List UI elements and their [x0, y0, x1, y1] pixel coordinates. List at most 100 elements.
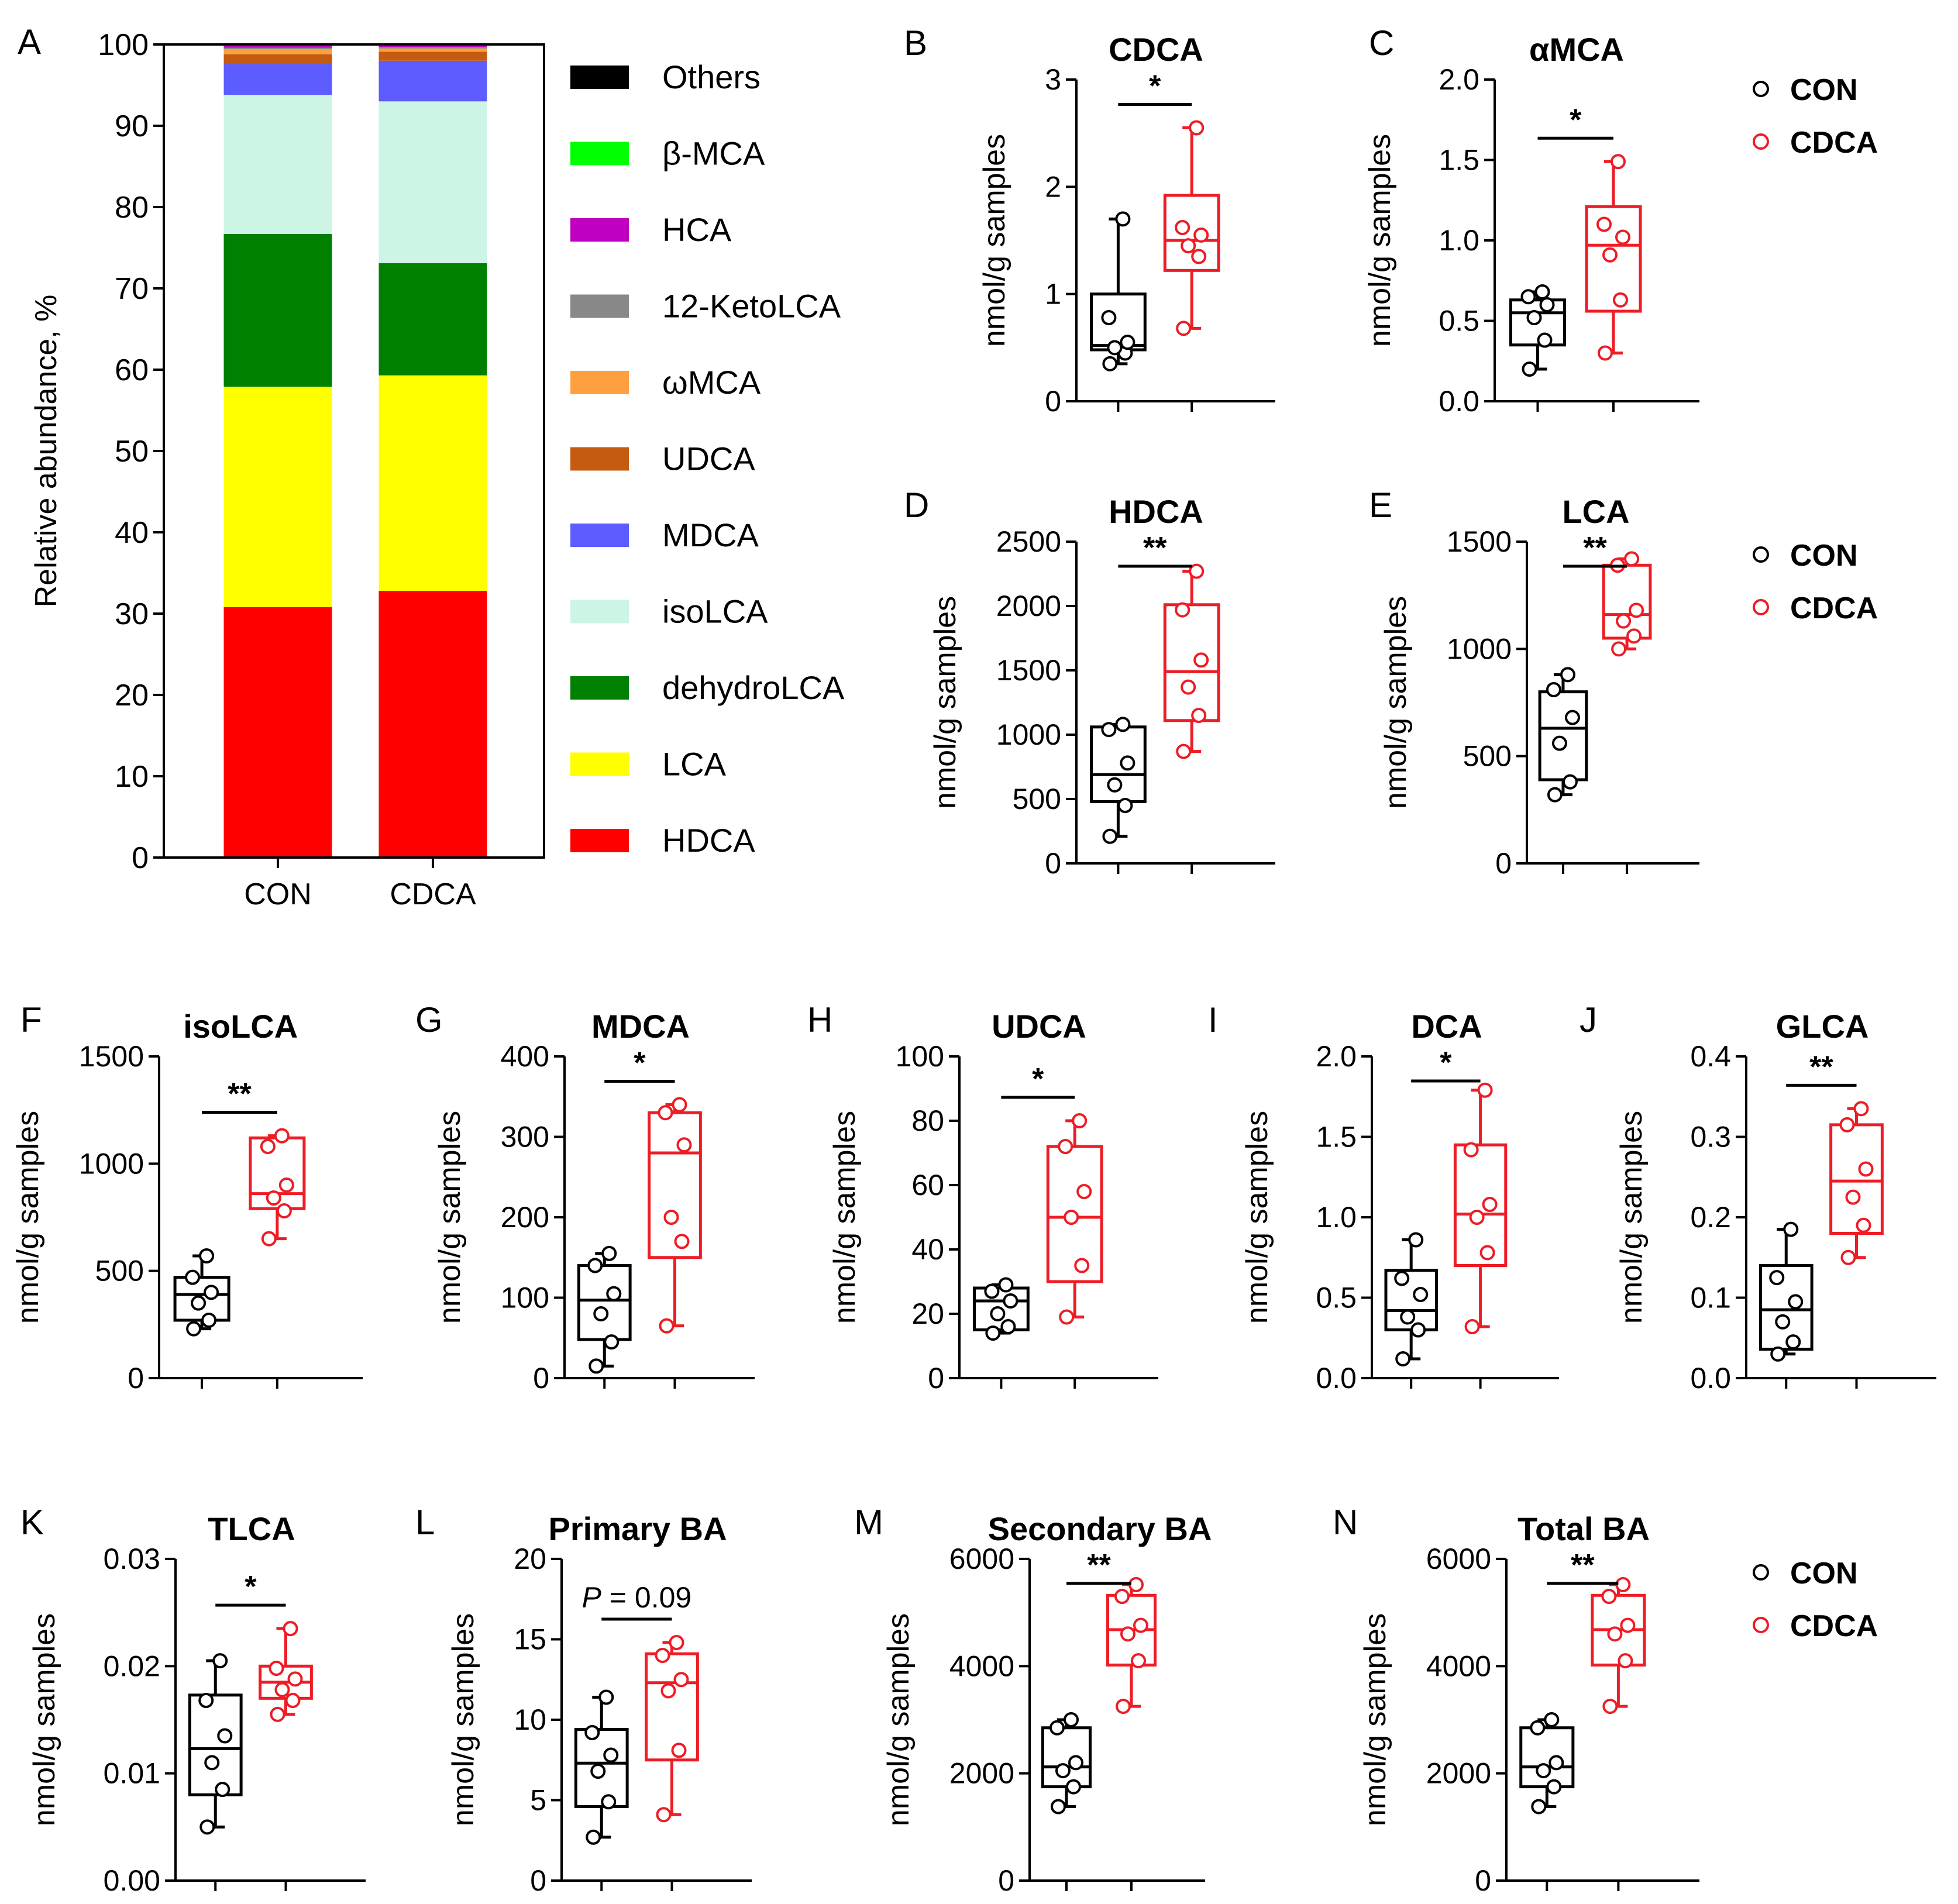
data-point — [604, 1334, 620, 1350]
y-tick-label: 400 — [501, 1040, 549, 1073]
data-point — [1607, 1626, 1623, 1642]
data-point — [584, 1725, 600, 1740]
data-point — [606, 1286, 622, 1302]
stacked-bar-segment--mca-cdca — [378, 48, 487, 52]
y-tick-label: 0.5 — [1316, 1282, 1357, 1314]
legend-marker-con — [1753, 1564, 1769, 1581]
panel-d: D HDCA 0 500 1000 1500 2000 2500 nmol/g samples *… — [904, 486, 1275, 880]
iqr-box — [1046, 1145, 1103, 1283]
legend-swatch-12-ketolca — [570, 294, 629, 318]
data-point — [215, 1782, 230, 1798]
box-con — [173, 1248, 230, 1337]
data-point — [985, 1325, 1001, 1341]
y-tick-label: 100 — [501, 1282, 549, 1314]
data-point — [586, 1829, 601, 1845]
iqr-box — [648, 1111, 702, 1259]
panel-label: A — [18, 22, 41, 61]
y-tick-label: 10 — [115, 760, 149, 794]
data-point — [199, 1248, 215, 1263]
y-tick-label: 40 — [911, 1233, 944, 1266]
stacked-bar-segment-hdca-cdca — [378, 591, 487, 858]
y-tick-label: 0.0 — [1316, 1362, 1357, 1395]
data-point — [260, 1139, 276, 1154]
data-point — [1598, 345, 1613, 361]
stacked-bar-segment--mca-con — [223, 45, 332, 46]
data-point — [1049, 1720, 1065, 1736]
data-point — [1102, 356, 1118, 371]
box-con — [1519, 1712, 1575, 1815]
iqr-box — [1538, 690, 1588, 781]
significance-label: * — [245, 1570, 257, 1604]
data-point — [1101, 310, 1117, 325]
panel-label: L — [415, 1503, 435, 1542]
y-tick-label: 0.00 — [104, 1864, 160, 1897]
stacked-bar-segment-lca-con — [223, 387, 332, 607]
data-point — [1413, 1287, 1429, 1302]
y-tick-label: 1500 — [1447, 525, 1512, 558]
stacked-bar-segment-isolca-con — [223, 95, 332, 234]
y-tick-label: 500 — [1013, 783, 1061, 815]
panel-i: I DCA 0.0 0.5 1.0 1.5 2.0 nmol/g samples * — [1208, 1000, 1559, 1395]
y-tick-label: 0.4 — [1690, 1040, 1731, 1073]
data-point — [1840, 1249, 1856, 1265]
y-tick-label: 0 — [128, 1362, 144, 1395]
data-point — [198, 1693, 214, 1708]
stacked-bar-segment-dehydrolca-con — [223, 233, 332, 387]
data-point — [1189, 563, 1205, 579]
data-point — [1058, 1139, 1073, 1154]
stacked-bar-segment-hdca-con — [223, 607, 332, 858]
data-point — [1191, 249, 1207, 264]
data-point — [217, 1728, 233, 1744]
stacked-legend: Others β-MCA HCA 12-KetoLCA ωMCA UDCA MDCA isoL… — [570, 58, 845, 859]
y-tick-label: 0.03 — [104, 1543, 160, 1575]
y-tick-label: 20 — [514, 1543, 546, 1575]
legend-swatch--mca — [570, 371, 629, 394]
data-point — [1181, 679, 1196, 695]
panel-title: HDCA — [1109, 493, 1203, 530]
data-point — [1626, 628, 1642, 644]
data-point — [276, 1203, 292, 1218]
data-point — [1536, 1763, 1551, 1779]
data-point — [1000, 1319, 1016, 1334]
data-point — [1547, 787, 1563, 803]
data-point — [1526, 310, 1542, 325]
stacked-bar-segment-udca-con — [223, 54, 332, 64]
data-point — [1055, 1763, 1071, 1779]
data-point — [1539, 297, 1555, 312]
significance-label: P = 0.09 — [582, 1581, 692, 1614]
data-point — [671, 1743, 687, 1758]
data-point — [278, 1177, 294, 1193]
data-point — [204, 1755, 220, 1771]
legend-label: HDCA — [662, 822, 755, 859]
y-tick-label: 2.0 — [1316, 1040, 1357, 1073]
legend-marker-con — [1753, 546, 1769, 563]
legend-marker-cdca — [1753, 133, 1769, 150]
group-legend: CON CDCA — [1753, 1557, 1878, 1643]
stacked-bar-segment-mdca-cdca — [378, 60, 487, 102]
data-point — [269, 1661, 284, 1676]
data-point — [1629, 602, 1644, 618]
y-axis-title: nmol/g samples — [1379, 596, 1413, 809]
data-point — [1560, 667, 1575, 683]
y-tick-label: 1.0 — [1439, 224, 1479, 257]
data-point — [199, 1819, 215, 1835]
y-tick-label: 300 — [501, 1121, 549, 1154]
data-point — [601, 1245, 617, 1261]
panel-title: Primary BA — [548, 1510, 727, 1547]
data-point — [1120, 755, 1135, 771]
data-point — [1066, 1779, 1081, 1795]
data-point — [261, 1231, 277, 1247]
data-point — [1189, 120, 1205, 136]
y-tick-label: 0 — [530, 1864, 546, 1897]
data-point — [1068, 1755, 1083, 1771]
y-tick-label: 0 — [1045, 847, 1061, 880]
significance-label: * — [1032, 1062, 1044, 1096]
legend-label: CON — [1790, 73, 1858, 107]
y-tick-label: 1000 — [1447, 632, 1512, 665]
data-point — [1534, 284, 1550, 299]
data-point — [1463, 1142, 1479, 1158]
y-tick-label: 3 — [1045, 63, 1061, 96]
y-tick-label: 1000 — [79, 1147, 144, 1180]
data-point — [1482, 1197, 1498, 1212]
